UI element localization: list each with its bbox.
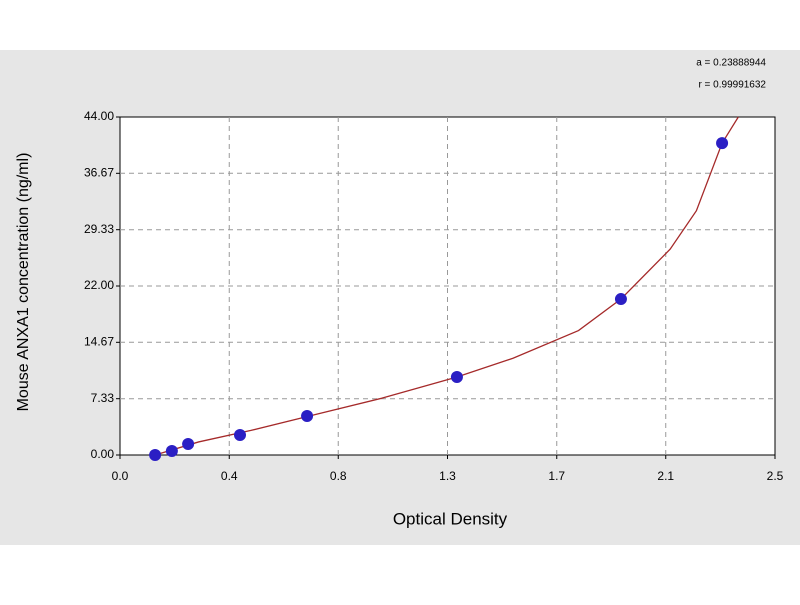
y-tick-label: 29.33 <box>84 222 114 236</box>
x-tick-label: 0.8 <box>330 469 347 483</box>
y-tick-label: 0.00 <box>91 447 115 461</box>
y-tick-label: 14.67 <box>84 334 114 348</box>
data-point <box>149 449 162 461</box>
x-tick-label: 2.5 <box>767 469 784 483</box>
y-tick-label: 7.33 <box>91 391 115 405</box>
annotation: r = 0.99991632 <box>698 80 766 91</box>
data-point <box>716 137 729 150</box>
fit-curve <box>154 116 739 456</box>
data-point <box>182 438 195 451</box>
data-point <box>614 293 627 306</box>
data-point <box>450 371 463 384</box>
data-point <box>165 445 178 458</box>
x-tick-label: 1.7 <box>548 469 565 483</box>
data-point <box>233 429 246 442</box>
y-tick-label: 44.00 <box>84 109 114 123</box>
x-tick-label: 1.3 <box>439 469 456 483</box>
x-tick-label: 0.4 <box>221 469 238 483</box>
x-axis-title: Optical Density <box>393 509 508 528</box>
x-tick-label: 2.1 <box>657 469 674 483</box>
y-tick-label: 22.00 <box>84 278 114 292</box>
x-tick-label: 0.0 <box>112 469 129 483</box>
y-tick-label: 36.67 <box>84 165 114 179</box>
y-axis-title: Mouse ANXA1 concentration (ng/ml) <box>15 153 32 412</box>
annotation: a = 0.23888944 <box>696 58 766 69</box>
data-point <box>301 409 314 422</box>
